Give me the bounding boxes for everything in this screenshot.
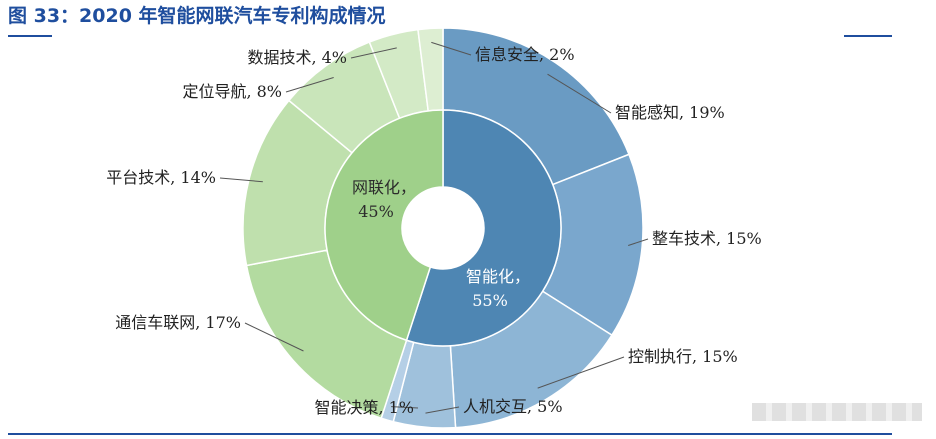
- figure-title: 图 33：2020 年智能网联汽车专利构成情况: [8, 5, 386, 27]
- leader-line-8: [350, 47, 397, 59]
- inner-ring: [324, 109, 562, 347]
- inner-slice-name-1: 网联化，: [352, 178, 416, 197]
- inner-slice-name-0: 智能化，: [466, 267, 530, 286]
- title-rule-left: [8, 35, 52, 37]
- outer-slice-label-9: 信息安全, 2%: [475, 45, 575, 64]
- leader-line-0: [547, 73, 612, 114]
- outer-slice-label-5: 通信车联网, 17%: [115, 313, 241, 332]
- outer-slice-label-0: 智能感知, 19%: [615, 103, 725, 122]
- leader-line-1: [628, 238, 649, 246]
- watermark: [752, 403, 922, 421]
- outer-slice-label-7: 定位导航, 8%: [182, 82, 282, 101]
- inner-slice-1: [324, 109, 444, 342]
- outer-slice-label-2: 控制执行, 15%: [628, 347, 738, 366]
- inner-slice-pct-1: 45%: [358, 202, 394, 221]
- leader-line-7: [285, 77, 334, 93]
- leader-line-6: [219, 177, 263, 183]
- outer-slice-label-4: 智能决策, 1%: [314, 398, 414, 417]
- outer-ring: [242, 27, 644, 429]
- leader-lines: [219, 41, 649, 414]
- inner-slice-pct-0: 55%: [472, 291, 508, 310]
- bottom-rule: [8, 433, 892, 435]
- outer-slice-label-6: 平台技术, 14%: [106, 168, 216, 187]
- inner-slice-0: [405, 109, 562, 347]
- leader-line-5: [244, 322, 304, 352]
- leader-line-3: [425, 406, 460, 414]
- leader-line-9: [431, 41, 472, 56]
- slice-labels: 智能感知, 19% 整车技术, 15% 控制执行, 15% 人机交互, 5% 智能决策,…: [106, 45, 762, 417]
- outer-slice-label-8: 数据技术, 4%: [247, 48, 347, 67]
- leader-line-4: [391, 406, 419, 409]
- outer-slice-label-1: 整车技术, 15%: [652, 229, 762, 248]
- leader-line-2: [537, 356, 625, 389]
- outer-slice-label-3: 人机交互, 5%: [463, 397, 563, 416]
- title-rule-right: [844, 35, 892, 37]
